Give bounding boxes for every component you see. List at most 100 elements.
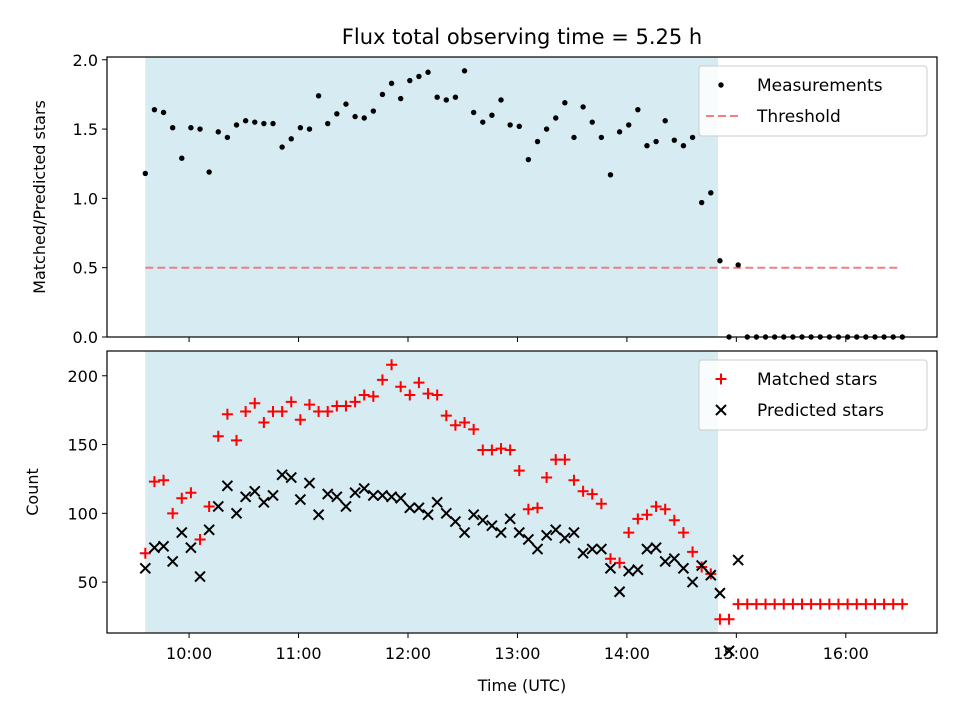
data-point: [705, 569, 717, 581]
data-point: [434, 94, 440, 100]
data-point: [194, 570, 206, 583]
data-point: [169, 124, 176, 131]
data-point: [486, 444, 498, 456]
data-point: [626, 122, 632, 128]
top-panel: Flux total observing time = 5.25 h Match…: [30, 25, 938, 347]
x-tick-label: 12:00: [385, 644, 431, 663]
legend-label: Predicted stars: [757, 401, 884, 421]
data-point: [550, 524, 562, 536]
data-point: [498, 97, 504, 103]
y-tick-label: 0.5: [73, 259, 98, 278]
data-point: [158, 474, 170, 486]
data-point: [614, 557, 626, 569]
data-point: [616, 129, 623, 135]
data-point: [233, 122, 240, 128]
data-point: [458, 526, 471, 539]
data-point: [504, 513, 516, 525]
y-tick-label: 150: [67, 436, 98, 455]
data-point: [650, 500, 662, 512]
data-point: [151, 106, 158, 113]
data-point: [623, 527, 635, 539]
data-point: [686, 576, 699, 588]
top-highlight-span-layer: [145, 57, 719, 337]
y-tick-label: 100: [67, 504, 98, 523]
data-point: [650, 542, 662, 554]
data-point: [294, 414, 306, 426]
data-point: [397, 95, 404, 102]
data-point: [598, 134, 605, 141]
data-point: [258, 417, 270, 429]
data-point: [714, 587, 726, 599]
legend-box: [698, 359, 928, 431]
data-point: [185, 542, 197, 554]
data-point: [531, 543, 544, 555]
data-point: [562, 100, 568, 106]
data-point: [422, 508, 434, 521]
data-point: [379, 91, 386, 98]
x-tick-label: 13:00: [494, 644, 540, 663]
data-point: [659, 503, 671, 515]
data-point: [294, 493, 307, 506]
data-point: [677, 527, 689, 539]
data-point: [142, 170, 149, 177]
data-point: [516, 123, 522, 130]
data-point: [240, 406, 252, 418]
highlight-span: [145, 57, 719, 337]
legend-box: [698, 65, 928, 137]
data-point: [431, 496, 443, 509]
y-tick-label: 200: [67, 367, 98, 386]
data-point: [139, 547, 151, 559]
data-point: [459, 417, 471, 429]
data-point: [513, 526, 525, 539]
data-point: [176, 526, 188, 539]
data-point: [525, 156, 532, 163]
data-point: [297, 124, 304, 131]
data-point: [212, 500, 224, 513]
data-point: [306, 126, 313, 132]
data-point: [687, 546, 699, 558]
data-point: [422, 388, 434, 400]
data-point: [559, 532, 571, 544]
data-point: [167, 507, 179, 519]
data-point: [404, 389, 416, 401]
data-point: [413, 502, 425, 514]
data-point: [303, 477, 316, 489]
data-point: [480, 119, 486, 125]
data-point: [732, 554, 744, 566]
data-point: [896, 598, 908, 610]
data-point: [315, 93, 322, 99]
data-point: [586, 488, 598, 500]
data-point: [176, 492, 188, 504]
bottom-x-ticks: 10:00 11:00 12:00 13:00 14:00 15:00 16:00: [166, 633, 869, 663]
legend-label: Measurements: [757, 76, 883, 96]
data-point: [543, 126, 550, 132]
data-point: [340, 400, 352, 412]
data-point: [486, 519, 498, 532]
data-point: [589, 119, 595, 125]
data-point: [717, 258, 723, 264]
data-point: [632, 513, 644, 525]
data-point: [139, 562, 152, 575]
bottom-data-layer: [139, 359, 908, 657]
data-point: [668, 514, 680, 526]
data-point: [221, 408, 233, 420]
data-point: [358, 389, 370, 401]
data-point: [331, 491, 343, 503]
data-point: [470, 109, 477, 116]
data-point: [695, 559, 708, 572]
data-point: [349, 396, 361, 408]
data-point: [157, 540, 170, 553]
data-point: [532, 502, 544, 514]
data-point: [507, 122, 513, 128]
data-point: [385, 491, 398, 503]
top-y-axis-label: Matched/Predicted stars: [30, 100, 49, 294]
data-point: [276, 406, 288, 418]
data-point: [723, 645, 735, 657]
data-point: [443, 97, 449, 103]
legend-marker: [715, 373, 727, 385]
bottom-y-ticks: 50 100 150 200: [67, 367, 107, 592]
data-point: [708, 190, 714, 196]
data-point: [224, 134, 231, 141]
